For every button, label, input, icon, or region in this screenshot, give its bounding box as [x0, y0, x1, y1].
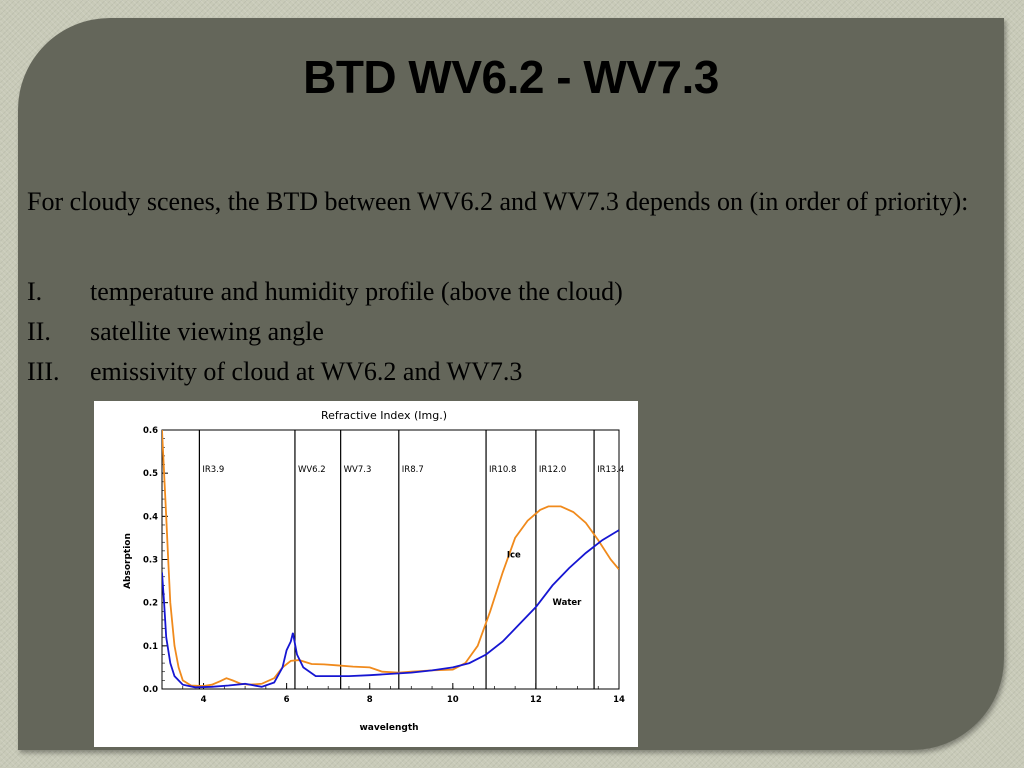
y-tick-label: 0.3 [143, 556, 158, 566]
x-tick-label: 4 [201, 695, 207, 705]
axis-ticks: 4 6 8 10 12 14 0.0 0.1 0.2 0.3 0.4 0.5 0.6 [143, 426, 625, 705]
chart-svg: Refractive Index (Img.) wavelength Absor… [123, 409, 625, 733]
channel-label: WV7.3 [344, 465, 372, 475]
slide-panel: BTD WV6.2 - WV7.3 For cloudy scenes, the… [18, 18, 1004, 750]
series-lines [162, 430, 619, 689]
y-axis-label: Absorption [123, 533, 133, 589]
list-item-number: III. [27, 357, 60, 386]
x-tick-label: 12 [530, 695, 542, 705]
channel-label: WV6.2 [298, 465, 326, 475]
list-item-text: temperature and humidity profile (above … [90, 277, 623, 306]
priority-list: I. temperature and humidity profile (abov… [27, 272, 623, 392]
y-tick-label: 0.0 [143, 685, 158, 695]
list-item: II. satellite viewing angle [27, 312, 623, 352]
y-tick-label: 0.4 [143, 512, 158, 522]
list-item-text: emissivity of cloud at WV6.2 and WV7.3 [90, 357, 523, 386]
series-line-ice [162, 430, 619, 687]
channel-label: IR3.9 [202, 465, 224, 475]
series-label: Water [553, 598, 583, 608]
list-item-number: II. [27, 317, 51, 346]
list-item-text: satellite viewing angle [90, 317, 324, 346]
chart-labels: IR3.9 WV6.2 WV7.3 IR8.7 IR10.8 IR12.0 IR13.4 Ic… [202, 465, 624, 608]
y-tick-label: 0.6 [143, 426, 158, 436]
y-tick-label: 0.5 [143, 469, 158, 479]
list-item: I. temperature and humidity profile (abov… [27, 272, 623, 312]
chart-title: Refractive Index (Img.) [321, 409, 447, 422]
channel-label: IR8.7 [402, 465, 424, 475]
x-tick-label: 10 [447, 695, 459, 705]
y-tick-label: 0.2 [143, 599, 158, 609]
slide-title: BTD WV6.2 - WV7.3 [303, 51, 719, 103]
y-tick-label: 0.1 [143, 642, 158, 652]
x-tick-label: 8 [367, 695, 373, 705]
channel-lines [198, 430, 595, 689]
x-axis-label: wavelength [359, 723, 418, 733]
intro-paragraph: For cloudy scenes, the BTD between WV6.2… [27, 187, 969, 216]
x-tick-label: 6 [284, 695, 290, 705]
list-item: III. emissivity of cloud at WV6.2 and WV7… [27, 352, 623, 392]
channel-label: IR12.0 [539, 465, 566, 475]
list-item-number: I. [27, 277, 43, 306]
channel-label: IR10.8 [489, 465, 516, 475]
absorption-chart: Refractive Index (Img.) wavelength Absor… [94, 401, 638, 747]
series-line-water [162, 529, 619, 689]
channel-label: IR13.4 [597, 465, 624, 475]
x-tick-label: 14 [613, 695, 625, 705]
series-label: Ice [507, 550, 521, 560]
